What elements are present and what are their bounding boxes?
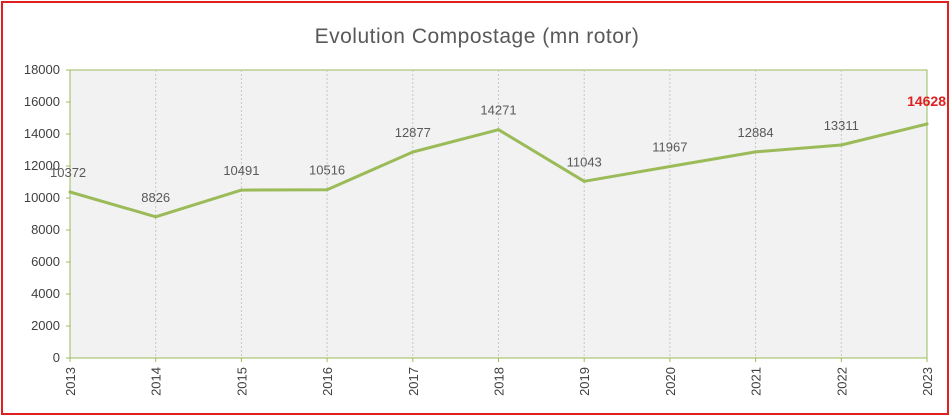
data-point (325, 188, 329, 192)
y-tick-label: 0 (53, 350, 60, 365)
data-point (754, 150, 758, 154)
x-tick-label: 2022 (834, 367, 849, 396)
data-label: 11043 (567, 154, 602, 169)
y-tick-label: 14000 (24, 126, 60, 141)
data-label-highlight: 14628 (907, 93, 946, 109)
data-label: 10516 (309, 163, 345, 178)
data-label: 10372 (50, 165, 86, 180)
data-point (582, 179, 586, 183)
y-tick-label: 6000 (31, 254, 60, 269)
data-point (497, 128, 500, 132)
data-point (668, 165, 672, 169)
x-tick-label: 2021 (749, 367, 764, 396)
y-tick-label: 10000 (24, 190, 60, 205)
x-tick-label: 2015 (234, 367, 249, 396)
x-tick-label: 2023 (920, 367, 935, 396)
data-point (411, 150, 415, 154)
y-tick-label: 2000 (31, 318, 60, 333)
chart-title: Evolution Compostage (mn rotor) (314, 25, 640, 48)
y-tick-label: 12000 (24, 158, 60, 173)
data-label: 14271 (480, 103, 516, 118)
y-tick-label: 4000 (31, 286, 60, 301)
x-tick-label: 2019 (577, 367, 592, 396)
y-tick-label: 8000 (31, 222, 60, 237)
x-tick-label: 2014 (149, 367, 164, 396)
x-tick-label: 2017 (406, 367, 421, 396)
data-point (925, 122, 929, 126)
data-point (154, 215, 158, 219)
data-label: 12884 (738, 125, 774, 140)
data-point (839, 143, 843, 147)
y-tick-label: 18000 (24, 62, 60, 77)
data-label: 12877 (395, 125, 431, 140)
data-point (239, 188, 243, 192)
data-label: 13311 (824, 118, 859, 133)
x-tick-label: 2016 (320, 367, 335, 396)
x-tick-label: 2013 (63, 367, 78, 396)
x-tick-label: 2020 (663, 367, 678, 396)
y-tick-label: 16000 (24, 94, 60, 109)
data-label: 10491 (223, 163, 259, 178)
data-point (68, 190, 72, 194)
data-label: 11967 (652, 140, 687, 155)
x-tick-label: 2018 (492, 367, 507, 396)
data-label: 8826 (141, 190, 170, 205)
